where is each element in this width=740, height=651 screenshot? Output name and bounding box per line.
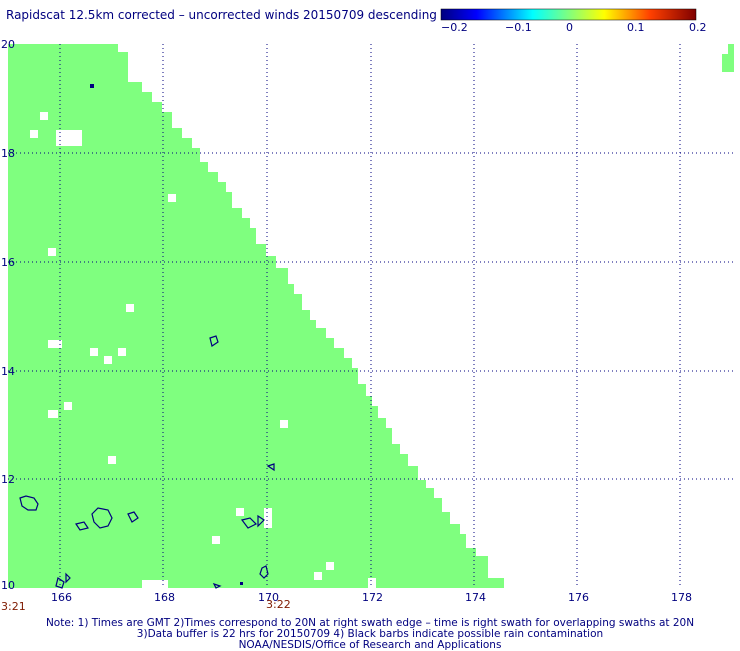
footnote-line-3: NOAA/NESDIS/Office of Research and Appli… xyxy=(238,639,502,651)
colorbar-label: 0.1 xyxy=(627,21,645,34)
difference-contours xyxy=(19,335,275,589)
lon-label: 174 xyxy=(465,591,486,604)
barb-marker xyxy=(240,582,243,585)
lon-label: 170 xyxy=(258,591,279,604)
lat-label: 16 xyxy=(1,256,15,269)
colorbar-label: −0.1 xyxy=(505,21,532,34)
footnote-line-2: 3)Data buffer is 22 hrs for 20150709 4) … xyxy=(136,628,604,640)
time-label-middle: 3:22 xyxy=(266,598,291,611)
lat-label: 14 xyxy=(1,365,15,378)
lat-label: 18 xyxy=(1,147,15,160)
lon-label: 178 xyxy=(671,591,692,604)
missing-data-cells xyxy=(30,112,376,588)
lon-label: 172 xyxy=(362,591,383,604)
time-label-left: 3:21 xyxy=(1,600,26,613)
colorbar-label: −0.2 xyxy=(441,21,468,34)
swath-area xyxy=(8,44,504,588)
lat-lon-grid xyxy=(8,44,734,588)
lon-label: 168 xyxy=(154,591,175,604)
lat-label: 20 xyxy=(1,38,15,51)
colorbar-label: 0 xyxy=(566,21,573,34)
lon-label: 166 xyxy=(51,591,72,604)
colorbar xyxy=(440,8,697,21)
lat-label: 12 xyxy=(1,473,15,486)
footnote-line-1: Note: 1) Times are GMT 2)Times correspon… xyxy=(45,617,695,629)
lat-label: 10 xyxy=(1,579,15,592)
barb-marker xyxy=(90,84,94,88)
map-title: Rapidscat 12.5km corrected – uncorrected… xyxy=(6,8,437,22)
lon-label: 176 xyxy=(568,591,589,604)
colorbar-label: 0.2 xyxy=(689,21,707,34)
